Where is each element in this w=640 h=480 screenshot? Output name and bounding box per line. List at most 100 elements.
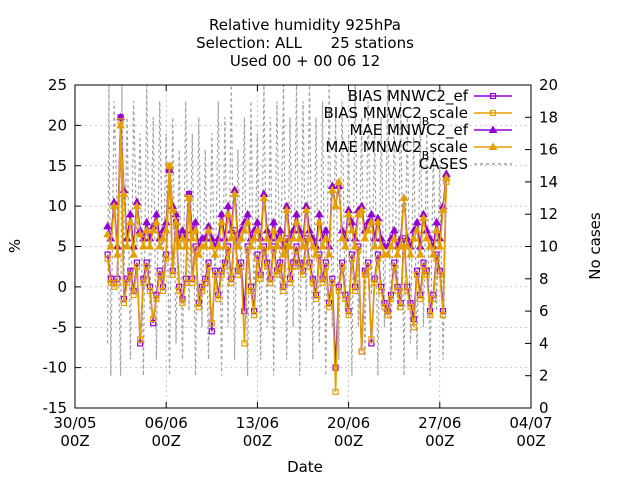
data-point [443,178,450,185]
data-point [422,233,432,242]
data-point [275,233,285,242]
data-point [127,271,134,278]
data-point [230,189,239,198]
data-point [179,299,186,307]
legend-item: BIAS MNWC2Bscale [324,104,512,128]
data-point [260,247,268,254]
data-point [430,295,437,303]
data-point [132,201,142,210]
data-point [322,259,329,266]
data-point [363,225,373,234]
data-point [150,320,157,327]
data-point [228,279,235,286]
y-tick-label: 20 [48,116,67,134]
data-point [208,328,215,335]
data-point [122,242,132,250]
x-tick-label-hour: 00Z [243,432,272,450]
data-point [217,209,226,218]
data-point [383,250,393,258]
data-point [435,242,445,250]
data-point [365,259,372,266]
data-point [275,225,285,234]
data-point [314,217,324,226]
data-point [426,312,434,319]
data-point [124,279,131,286]
y2-tick-label: 6 [539,302,549,320]
data-point [327,185,337,193]
data-point [139,242,148,250]
data-point [413,271,421,278]
data-point [251,312,258,319]
data-point [148,225,158,234]
data-point [241,340,248,347]
data-point [215,295,222,303]
legend-label: MAE MNWC2_ef [350,121,469,140]
data-point [417,295,424,303]
data-point [211,267,219,274]
data-point [286,279,294,286]
data-point [348,255,355,262]
data-point [217,217,226,226]
data-point [213,242,223,250]
data-point [283,239,290,246]
data-point [365,263,372,270]
data-point [282,205,292,214]
data-point [298,242,308,250]
data-point [329,279,336,286]
data-point [396,242,406,250]
data-point [316,255,323,262]
data-point [295,233,305,242]
data-point [391,263,398,270]
y-tick-label: -10 [43,359,68,377]
data-point [296,263,303,270]
data-point [354,209,363,218]
data-point [290,263,297,270]
data-point [133,259,140,266]
data-point [208,320,215,327]
y2-tick-label: 12 [539,205,558,223]
data-point [335,287,342,295]
data-point [399,193,409,202]
data-point [433,255,440,262]
data-point [150,316,157,323]
y2-tick-label: 10 [539,238,558,256]
data-point [249,233,259,242]
data-point [142,225,152,234]
y-tick-label: 0 [57,278,67,296]
data-point [439,312,447,319]
data-series [103,112,451,395]
data-point [345,312,352,319]
x-tick-label-hour: 00Z [425,432,454,450]
data-point [370,242,380,250]
data-point [420,259,427,266]
data-point [236,233,246,242]
data-point [223,209,233,218]
data-point [293,247,300,254]
data-point [163,255,170,262]
data-point [342,295,349,303]
data-point [243,209,252,218]
data-point [117,118,124,125]
data-point [146,287,154,295]
x-axis-label: Date [287,458,323,476]
data-point [178,233,187,242]
data-point [371,279,378,286]
data-point [361,271,368,278]
data-point [391,259,398,266]
legend-marker [489,92,497,100]
data-point [324,250,334,258]
data-point [360,233,370,242]
data-point [253,225,262,234]
data-point [292,209,301,218]
data-point [400,239,408,246]
data-point [331,201,340,210]
data-point [135,229,145,238]
x-tick-label-hour: 00Z [334,432,363,450]
data-point [308,242,318,250]
legend-label: BIAS MNWC2Bscale [324,104,468,128]
data-point [195,303,202,311]
cases-line [107,84,447,376]
legend-marker [488,125,498,133]
data-point [211,271,219,278]
